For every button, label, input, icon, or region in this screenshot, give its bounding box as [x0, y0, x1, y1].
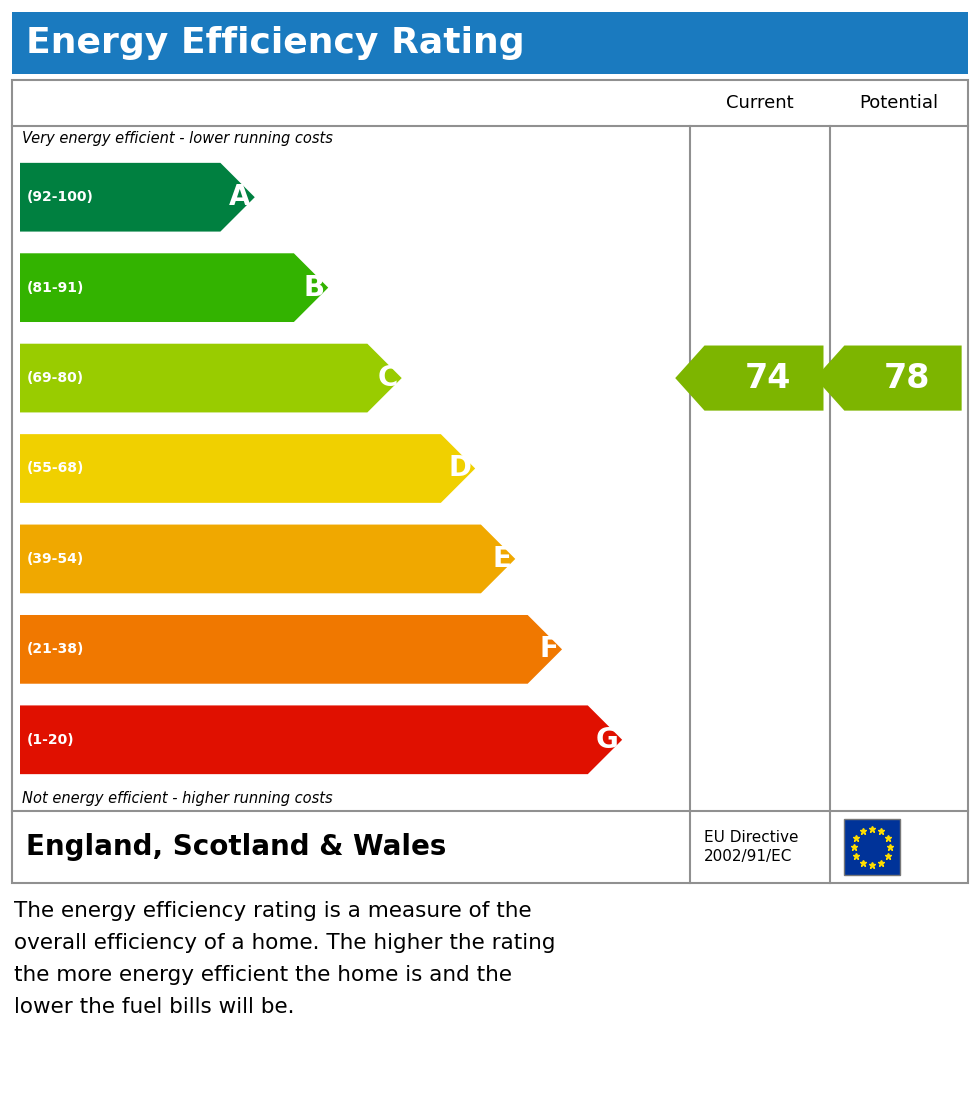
- Polygon shape: [20, 525, 515, 593]
- Text: (1-20): (1-20): [27, 732, 74, 747]
- Text: C: C: [377, 364, 398, 392]
- Text: (92-100): (92-100): [27, 190, 94, 204]
- Text: F: F: [539, 635, 558, 663]
- Text: G: G: [596, 726, 618, 754]
- Polygon shape: [20, 254, 328, 322]
- Text: (39-54): (39-54): [27, 552, 84, 566]
- Text: Not energy efficient - higher running costs: Not energy efficient - higher running co…: [22, 790, 332, 806]
- Text: (81-91): (81-91): [27, 281, 84, 295]
- Text: (69-80): (69-80): [27, 371, 84, 385]
- Text: B: B: [303, 273, 324, 302]
- Text: EU Directive: EU Directive: [704, 831, 799, 846]
- Text: The energy efficiency rating is a measure of the
overall efficiency of a home. T: The energy efficiency rating is a measur…: [14, 901, 556, 1016]
- Polygon shape: [20, 343, 402, 412]
- Text: (55-68): (55-68): [27, 461, 84, 475]
- Text: 2002/91/EC: 2002/91/EC: [704, 848, 793, 863]
- Text: 78: 78: [884, 362, 930, 395]
- Text: England, Scotland & Wales: England, Scotland & Wales: [26, 833, 446, 861]
- Bar: [12, 12, 968, 74]
- Polygon shape: [20, 615, 563, 684]
- Text: Current: Current: [726, 94, 794, 111]
- Polygon shape: [20, 705, 622, 774]
- Text: Very energy efficient - lower running costs: Very energy efficient - lower running co…: [22, 131, 333, 146]
- Text: Energy Efficiency Rating: Energy Efficiency Rating: [26, 26, 524, 60]
- Polygon shape: [20, 163, 255, 232]
- Polygon shape: [20, 434, 475, 503]
- Text: (21-38): (21-38): [27, 643, 84, 657]
- Bar: [12, 80, 968, 883]
- Polygon shape: [675, 345, 823, 411]
- Text: D: D: [448, 455, 471, 482]
- Bar: [844, 819, 900, 875]
- Text: 74: 74: [745, 362, 791, 395]
- Polygon shape: [815, 345, 961, 411]
- Text: Potential: Potential: [859, 94, 939, 111]
- Text: E: E: [492, 545, 512, 573]
- Text: A: A: [229, 184, 251, 211]
